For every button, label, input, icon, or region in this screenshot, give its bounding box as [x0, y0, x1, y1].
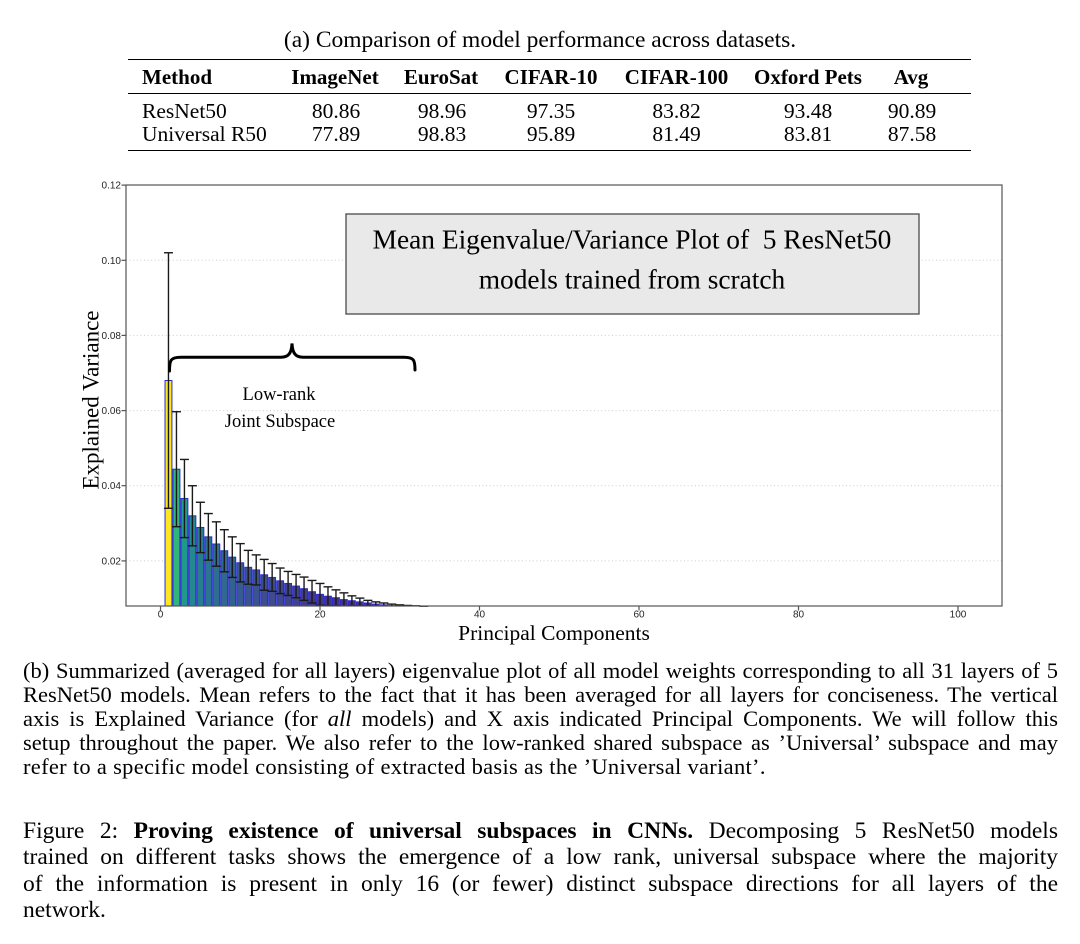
svg-text:0.10: 0.10: [102, 256, 122, 267]
svg-text:0.06: 0.06: [102, 406, 122, 417]
svg-text:Joint Subspace: Joint Subspace: [225, 412, 335, 432]
svg-text:100: 100: [950, 610, 967, 621]
svg-text:0.12: 0.12: [102, 181, 122, 192]
svg-text:0.02: 0.02: [102, 556, 122, 567]
svg-text:0.08: 0.08: [102, 331, 122, 342]
svg-text:20: 20: [314, 610, 326, 621]
svg-text:Explained Variance: Explained Variance: [79, 310, 104, 489]
svg-text:40: 40: [474, 610, 486, 621]
svg-text:60: 60: [633, 610, 645, 621]
svg-text:models trained from scratch: models trained from scratch: [479, 265, 786, 295]
svg-text:Mean Eigenvalue/Variance Plot: Mean Eigenvalue/Variance Plot of 5 ResNe…: [373, 225, 892, 255]
svg-text:Principal Components: Principal Components: [458, 621, 650, 645]
svg-text:0.04: 0.04: [102, 481, 122, 492]
svg-text:0: 0: [158, 610, 164, 621]
svg-text:Low-rank: Low-rank: [243, 385, 317, 405]
svg-text:80: 80: [793, 610, 805, 621]
